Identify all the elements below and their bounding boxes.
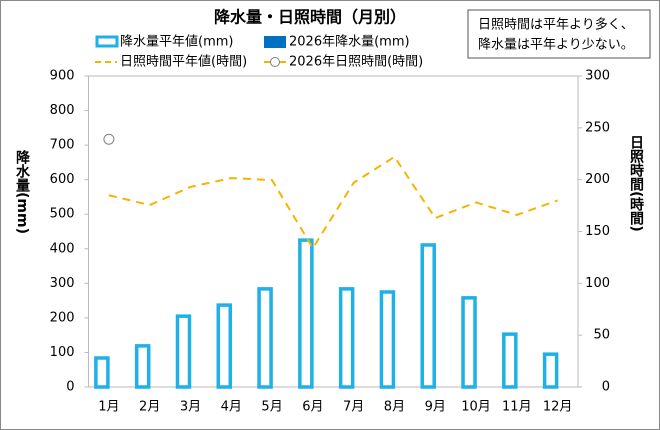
y2-tick-label: 0	[602, 380, 610, 395]
bar	[134, 344, 151, 389]
bar	[94, 356, 110, 389]
x-tick-label: 1月	[98, 400, 119, 415]
y-tick-label: 400	[50, 241, 75, 256]
y-axis-title: 降水量(mm)	[14, 149, 30, 234]
y-tick-label: 900	[50, 69, 75, 84]
y-tick-label: 0	[66, 380, 74, 395]
y-tick-label: 100	[50, 345, 75, 360]
x-tick-label: 12月	[543, 400, 573, 415]
y2-tick-label: 300	[585, 69, 610, 84]
bar	[542, 352, 559, 389]
y-tick-label: 200	[50, 310, 75, 325]
annotation-box	[467, 9, 651, 59]
bar	[216, 303, 233, 389]
legend-label: 日照時間平年値(時間)	[120, 54, 247, 70]
x-tick-label: 6月	[302, 400, 323, 415]
y-tick-label: 500	[50, 207, 75, 222]
line-marker	[103, 133, 115, 145]
x-tick-label: 10月	[461, 400, 491, 415]
bar	[502, 332, 518, 389]
legend-label: 2026年降水量(mm)	[289, 35, 410, 50]
bar	[175, 314, 192, 389]
x-tick-label: 7月	[343, 400, 364, 415]
annotation-line: 日照時間は平年より多く、	[478, 17, 634, 33]
x-tick-label: 5月	[261, 400, 282, 415]
bar	[257, 287, 273, 389]
x-tick-label: 4月	[221, 400, 242, 415]
y2-tick-label: 150	[585, 224, 610, 239]
y-tick-label: 600	[50, 172, 75, 187]
annotation-line: 降水量は平年より少ない。	[478, 38, 634, 53]
y-tick-label: 300	[50, 276, 75, 291]
bar	[420, 243, 436, 389]
y2-tick-label: 250	[585, 120, 610, 135]
x-tick-label: 3月	[180, 400, 201, 415]
y2-tick-label: 50	[593, 328, 610, 343]
y2-axis-title: 日照時間(時間)	[628, 135, 644, 232]
y-tick-label: 800	[50, 103, 75, 118]
x-tick-label: 2月	[139, 400, 160, 415]
legend-label: 降水量平年値(mm)	[120, 34, 233, 50]
chart-title: 降水量・日照時間（月別）	[214, 8, 406, 27]
legend-symbol	[270, 57, 280, 67]
legend-symbol	[95, 35, 119, 48]
bar	[338, 287, 355, 389]
x-tick-label: 8月	[384, 400, 405, 415]
x-tick-label: 11月	[502, 400, 532, 415]
legend-label: 2026年日照時間(時間)	[289, 55, 423, 70]
legend-symbol	[264, 36, 286, 48]
y2-tick-label: 100	[585, 276, 610, 291]
y2-tick-label: 200	[585, 172, 610, 187]
bar	[461, 296, 477, 389]
bar	[298, 238, 314, 389]
bar	[379, 290, 396, 389]
y-tick-label: 700	[50, 138, 75, 153]
line	[108, 155, 558, 251]
x-tick-label: 9月	[425, 400, 446, 415]
